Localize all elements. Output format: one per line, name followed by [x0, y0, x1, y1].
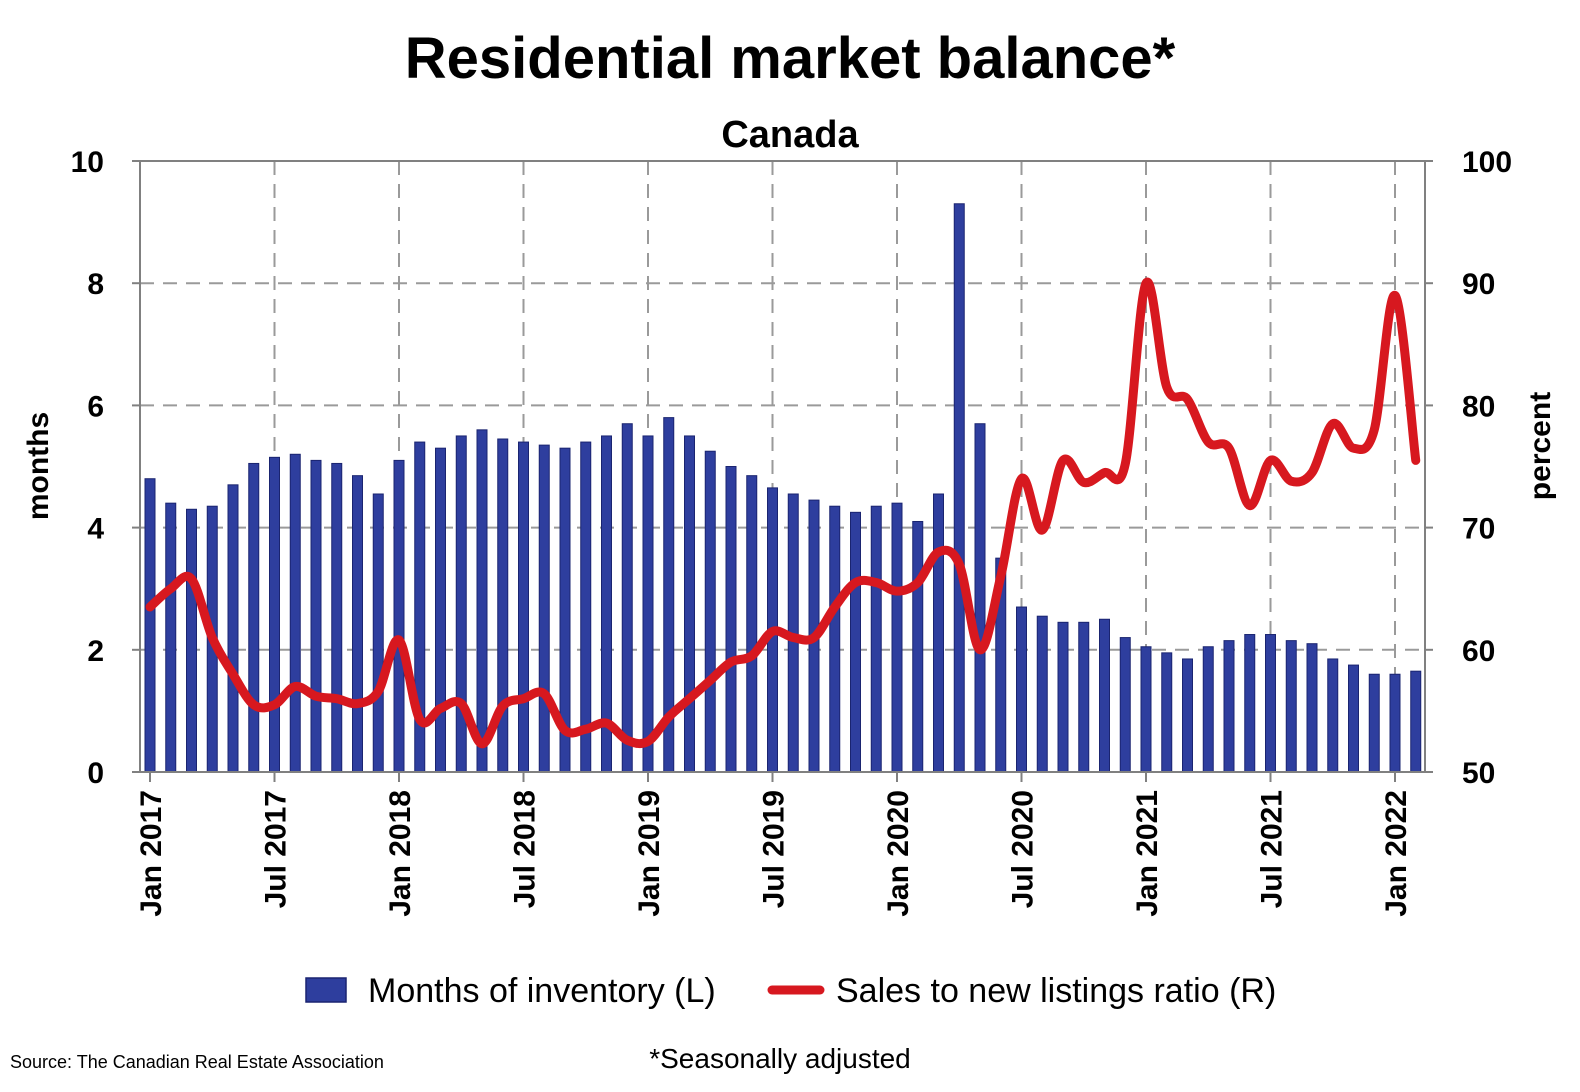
inventory-bar: [1016, 606, 1027, 773]
inventory-bar: [704, 450, 716, 773]
x-tick-label: Jan 2022: [1380, 790, 1413, 917]
inventory-bar: [580, 441, 592, 773]
right-tick-label: 60: [1462, 635, 1495, 668]
left-tick-label: 2: [87, 635, 104, 668]
inventory-bar: [1057, 621, 1069, 773]
left-tick-label: 10: [71, 146, 104, 179]
x-tick-label: Jan 2021: [1131, 790, 1164, 917]
inventory-bar: [144, 478, 156, 773]
inventory-bar: [1119, 637, 1131, 773]
inventory-bar: [352, 475, 363, 773]
right-tick-label: 80: [1462, 390, 1495, 423]
inventory-bar: [1327, 658, 1339, 773]
legend-bars-label: Months of inventory (L): [368, 972, 716, 1010]
legend-bars-swatch: [305, 977, 347, 1003]
x-tick-label: Jul 2019: [758, 790, 791, 908]
inventory-bar: [1140, 646, 1152, 773]
x-tick-label: Jan 2019: [633, 790, 666, 917]
inventory-bar: [684, 435, 695, 773]
inventory-bar: [372, 493, 384, 773]
inventory-bar: [1161, 652, 1173, 773]
inventory-bar: [891, 502, 903, 773]
inventory-bar: [1244, 634, 1256, 773]
inventory-bar: [538, 444, 550, 773]
inventory-bar: [518, 441, 529, 773]
x-tick-label: Jul 2018: [509, 790, 542, 908]
left-axis-ticks: 0 2 4 6 8 10: [71, 146, 140, 790]
inventory-bar: [393, 459, 405, 773]
inventory-bar: [435, 447, 446, 773]
plot-frame: [139, 160, 1426, 773]
right-tick-label: 90: [1462, 268, 1495, 301]
x-tick-label: Jan 2018: [384, 790, 417, 917]
left-tick-label: 4: [87, 513, 104, 546]
legend: Months of inventory (L) Sales to new lis…: [305, 972, 1276, 1010]
inventory-bar: [642, 435, 654, 773]
x-tick-label: Jul 2020: [1007, 790, 1040, 908]
x-tick-label: Jul 2017: [260, 790, 293, 908]
inventory-bar: [1306, 643, 1318, 773]
inventory-bar: [746, 475, 758, 773]
inventory-bar: [1078, 621, 1090, 773]
x-axis-ticks: Jan 2017 Jul 2017 Jan 2018 Jul 2018 Jan 2019…: [135, 772, 1413, 917]
inventory-bar: [621, 423, 633, 773]
inventory-bar: [455, 435, 467, 773]
x-tick-label: Jan 2017: [135, 790, 168, 917]
right-axis-ticks: 50 60 70 80 90 100: [1425, 146, 1512, 790]
inventory-bar: [1223, 640, 1235, 773]
inventory-bar: [1265, 634, 1276, 773]
inventory-bar: [1389, 673, 1401, 773]
inventory-bar: [1036, 615, 1048, 773]
inventory-bar: [269, 456, 280, 773]
bars-series: [144, 203, 1422, 773]
left-tick-label: 0: [87, 757, 104, 790]
left-axis-label: months: [22, 412, 55, 520]
inventory-bar: [1410, 670, 1422, 773]
inventory-bar: [165, 502, 177, 773]
inventory-bar: [829, 505, 841, 773]
inventory-bar: [310, 459, 322, 773]
inventory-bar: [227, 484, 239, 773]
inventory-bar: [933, 493, 944, 773]
right-tick-label: 50: [1462, 757, 1495, 790]
right-tick-label: 100: [1462, 146, 1512, 179]
inventory-bar: [1182, 658, 1193, 773]
inventory-bar: [1099, 618, 1110, 773]
left-tick-label: 6: [87, 390, 104, 423]
inventory-bar: [912, 520, 924, 773]
inventory-bar: [289, 453, 301, 773]
inventory-bar: [870, 505, 882, 773]
inventory-bar: [1202, 646, 1214, 773]
inventory-bar: [476, 429, 488, 773]
inventory-bar: [1368, 673, 1380, 773]
legend-line-label: Sales to new listings ratio (R): [836, 972, 1276, 1010]
inventory-bar: [1348, 664, 1359, 773]
left-tick-label: 8: [87, 268, 104, 301]
ratio-line: [145, 277, 1421, 749]
x-tick-label: Jul 2021: [1256, 790, 1289, 908]
inventory-bar: [1285, 640, 1297, 773]
inventory-bar: [331, 462, 343, 773]
x-tick-label: Jan 2020: [882, 790, 915, 917]
seasonal-note: *Seasonally adjusted: [649, 1043, 911, 1074]
right-axis-label: percent: [1524, 392, 1557, 500]
chart-title: Residential market balance*: [405, 26, 1176, 91]
inventory-bar: [953, 203, 965, 773]
inventory-bar: [186, 508, 197, 773]
source-note: Source: The Canadian Real Estate Associa…: [10, 1052, 384, 1072]
right-tick-label: 70: [1462, 513, 1495, 546]
inventory-bar: [850, 511, 861, 773]
inventory-bar: [974, 423, 986, 773]
inventory-bar: [725, 466, 737, 773]
inventory-bar: [248, 462, 260, 773]
chart-subtitle: Canada: [721, 114, 859, 156]
